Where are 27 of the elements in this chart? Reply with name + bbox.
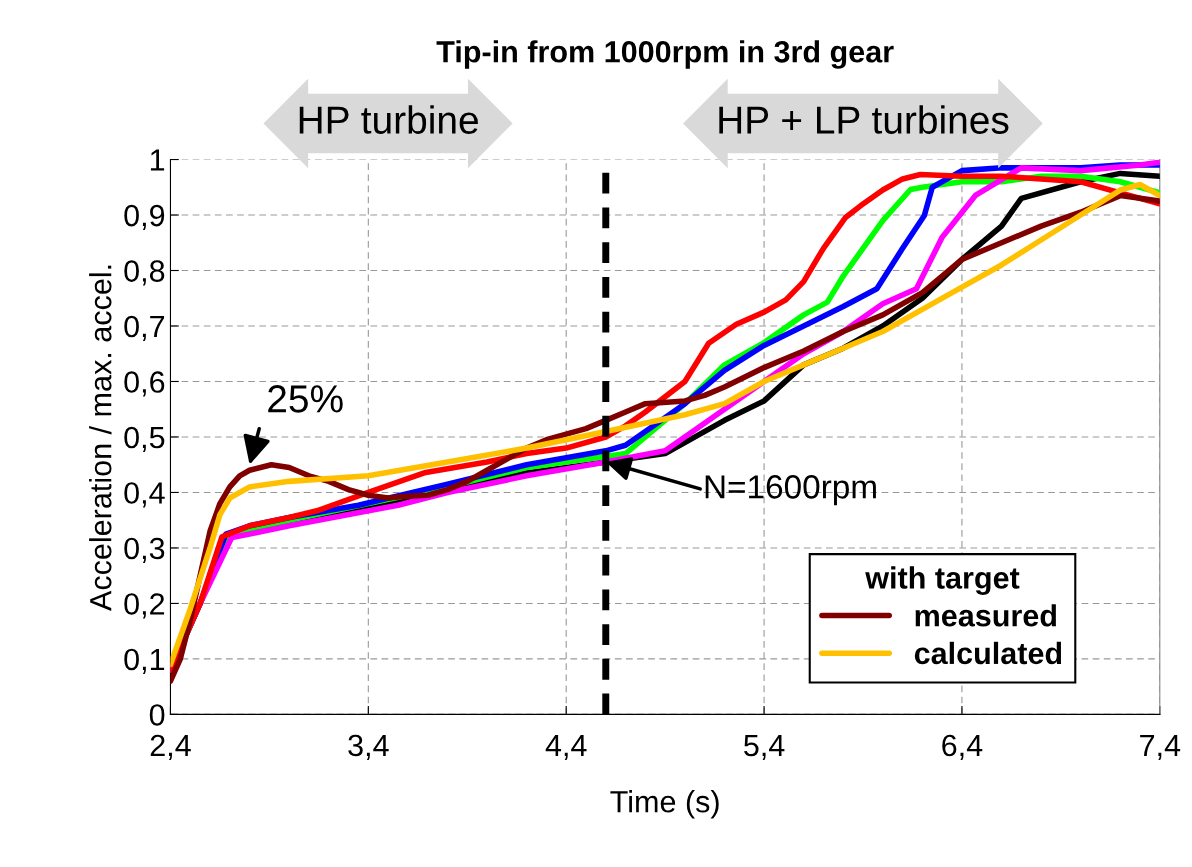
y-tick-label: 0,4 bbox=[124, 482, 165, 508]
x-tick-label: 6,4 bbox=[942, 734, 983, 760]
chart-title: Tip-in from 1000rpm in 3rd gear bbox=[436, 40, 894, 69]
x-axis-title: Time (s) bbox=[610, 790, 719, 819]
text: HP turbine bbox=[299, 105, 478, 134]
annotation: 25% bbox=[268, 385, 343, 413]
y-tick-label: 0,2 bbox=[124, 593, 165, 619]
y-tick-label: 0,9 bbox=[124, 204, 165, 230]
y-tick-label: 1 bbox=[150, 149, 165, 171]
x-tick-label: 7,4 bbox=[1140, 734, 1181, 760]
y-tick-label: 0,1 bbox=[124, 648, 165, 674]
text: HP + LP turbines bbox=[719, 105, 1009, 134]
y-tick-label: 0,6 bbox=[124, 371, 165, 397]
annotation: N=1600rpm bbox=[705, 475, 876, 506]
y-tick-label: 0,8 bbox=[124, 260, 165, 286]
legend-label: calculated bbox=[914, 641, 1062, 665]
y-tick-label: 0,5 bbox=[124, 426, 165, 452]
legend-title: with target bbox=[865, 566, 1020, 595]
x-tick-label: 4,4 bbox=[545, 734, 587, 760]
y-tick-label: 0 bbox=[149, 704, 165, 726]
y-axis-title: Acceleration / max. accel. bbox=[89, 265, 112, 611]
y-tick-label: 0,3 bbox=[124, 537, 165, 563]
x-tick-label: 5,4 bbox=[744, 734, 785, 760]
x-tick-label: 3,4 bbox=[348, 734, 389, 760]
legend-label: measured bbox=[915, 604, 1056, 627]
x-tick-label: 2,4 bbox=[150, 734, 191, 760]
y-tick-label: 0,7 bbox=[124, 315, 165, 341]
